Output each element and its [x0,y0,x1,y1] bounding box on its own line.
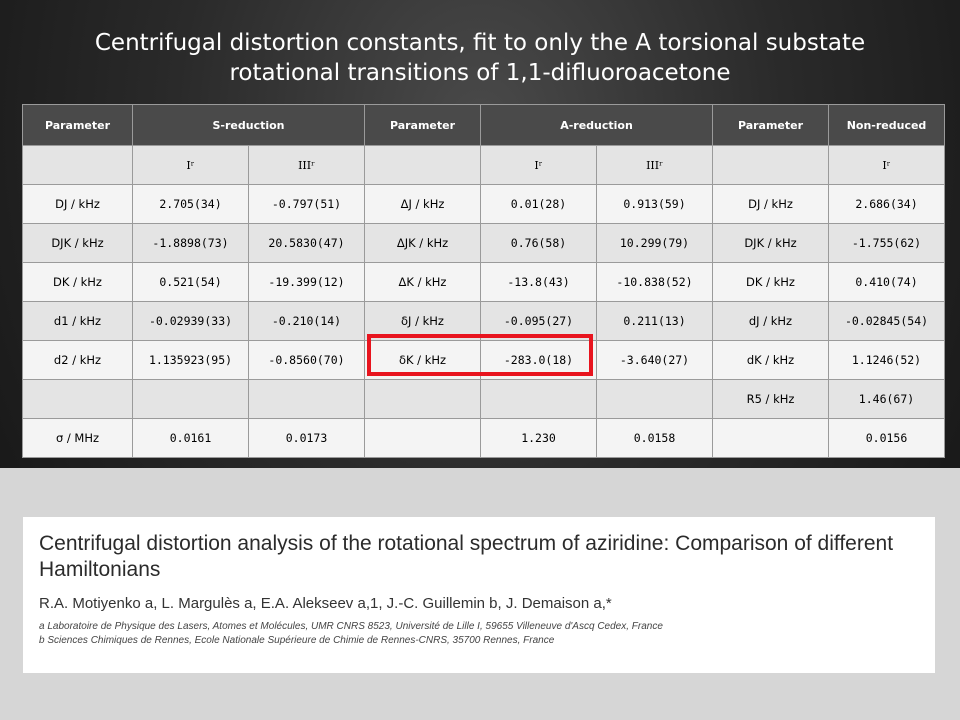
representation-cell [712,145,829,185]
parameter-cell [364,379,481,419]
parameter-cell: dJ / kHz [712,301,829,341]
parameter-cell: ΔJ / kHz [364,184,481,224]
slide-title-line-2: rotational transitions of 1,1-difluoroac… [229,60,731,86]
value-cell: 20.5830(47) [248,223,365,263]
value-cell: 1.46(67) [828,379,945,419]
paper-authors: R.A. Motiyenko a, L. Margulès a, E.A. Al… [39,595,612,612]
representation-row: Iʳ IIIʳ Iʳ IIIʳ Iʳ [22,145,945,185]
value-cell [248,379,365,419]
value-cell [480,379,597,419]
parameter-cell: DJK / kHz [22,223,133,263]
table-row: R5 / kHz 1.46(67) [22,379,945,419]
table-row: σ / MHz 0.0161 0.0173 1.230 0.0158 0.015… [22,418,945,458]
representation-cell [22,145,133,185]
table-row: DK / kHz 0.521(54) -19.399(12) ΔK / kHz … [22,262,945,302]
value-cell: -1.755(62) [828,223,945,263]
slide-title: Centrifugal distortion constants, fit to… [40,28,920,88]
parameter-cell: dK / kHz [712,340,829,380]
paper-citation-card: Centrifugal distortion analysis of the r… [23,517,935,673]
parameter-cell [364,418,481,458]
value-cell: 2.705(34) [132,184,249,224]
value-cell: 1.1246(52) [828,340,945,380]
parameter-cell: d1 / kHz [22,301,133,341]
paper-affiliations: a Laboratoire de Physique des Lasers, At… [39,620,919,648]
value-cell: 0.76(58) [480,223,597,263]
value-cell: 0.0158 [596,418,713,458]
value-cell: -0.02939(33) [132,301,249,341]
parameter-cell: DJ / kHz [22,184,133,224]
value-cell: -10.838(52) [596,262,713,302]
representation-cell: Iʳ [480,145,597,185]
value-cell: -0.8560(70) [248,340,365,380]
value-cell [596,379,713,419]
value-cell: 0.0173 [248,418,365,458]
value-cell: 1.230 [480,418,597,458]
value-cell: 0.211(13) [596,301,713,341]
parameter-cell: DK / kHz [712,262,829,302]
representation-cell: Iʳ [828,145,945,185]
paper-title: Centrifugal distortion analysis of the r… [39,532,894,581]
header-non-reduced: Non-reduced [828,104,945,146]
table-header-row: Parameter S-reduction Parameter A-reduct… [22,104,945,146]
value-cell: 0.521(54) [132,262,249,302]
representation-cell: IIIʳ [596,145,713,185]
representation-cell: Iʳ [132,145,249,185]
value-cell: 10.299(79) [596,223,713,263]
header-a-reduction: A-reduction [480,104,713,146]
parameter-cell [22,379,133,419]
table-row: d2 / kHz 1.135923(95) -0.8560(70) δK / k… [22,340,945,380]
value-cell: -0.02845(54) [828,301,945,341]
value-cell: 0.0156 [828,418,945,458]
header-s-reduction: S-reduction [132,104,365,146]
parameter-cell [712,418,829,458]
parameter-cell: σ / MHz [22,418,133,458]
constants-table: Parameter S-reduction Parameter A-reduct… [22,104,945,458]
value-cell: -3.640(27) [596,340,713,380]
value-cell: 2.686(34) [828,184,945,224]
parameter-cell: ΔJK / kHz [364,223,481,263]
value-cell: -19.399(12) [248,262,365,302]
header-parameter-n: Parameter [712,104,829,146]
value-cell: 0.01(28) [480,184,597,224]
affiliation-b: b Sciences Chimiques de Rennes, Ecole Na… [39,635,555,646]
table-row: DJ / kHz 2.705(34) -0.797(51) ΔJ / kHz 0… [22,184,945,224]
table-row: DJK / kHz -1.8898(73) 20.5830(47) ΔJK / … [22,223,945,263]
value-cell: 0.913(59) [596,184,713,224]
parameter-cell: R5 / kHz [712,379,829,419]
value-cell: -0.797(51) [248,184,365,224]
affiliation-a: a Laboratoire de Physique des Lasers, At… [39,621,663,632]
slide-title-line-1: Centrifugal distortion constants, fit to… [94,30,866,56]
value-cell [132,379,249,419]
representation-cell: IIIʳ [248,145,365,185]
parameter-cell: DK / kHz [22,262,133,302]
header-parameter-s: Parameter [22,104,133,146]
parameter-cell: d2 / kHz [22,340,133,380]
representation-cell [364,145,481,185]
parameter-cell: ΔK / kHz [364,262,481,302]
value-cell: 0.0161 [132,418,249,458]
value-cell: -13.8(43) [480,262,597,302]
value-cell: 1.135923(95) [132,340,249,380]
header-parameter-a: Parameter [364,104,481,146]
highlight-box [367,334,593,376]
value-cell: -1.8898(73) [132,223,249,263]
parameter-cell: DJK / kHz [712,223,829,263]
parameter-cell: DJ / kHz [712,184,829,224]
value-cell: -0.210(14) [248,301,365,341]
value-cell: 0.410(74) [828,262,945,302]
